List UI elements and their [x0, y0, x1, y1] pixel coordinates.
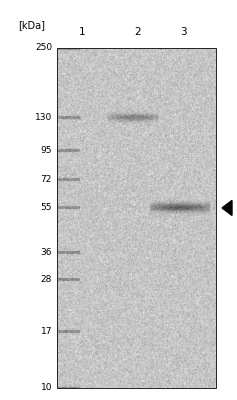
- Text: 55: 55: [41, 204, 52, 212]
- Text: 130: 130: [35, 112, 52, 122]
- Text: [kDa]: [kDa]: [18, 20, 45, 30]
- Text: 1: 1: [79, 27, 85, 37]
- Text: 250: 250: [35, 44, 52, 52]
- Text: 2: 2: [135, 27, 141, 37]
- Text: 10: 10: [41, 384, 52, 392]
- Text: 17: 17: [41, 328, 52, 336]
- Text: 95: 95: [41, 146, 52, 155]
- Bar: [57, 48, 216, 388]
- Polygon shape: [222, 200, 232, 216]
- Text: 3: 3: [180, 27, 186, 37]
- Text: 28: 28: [41, 275, 52, 284]
- Text: 36: 36: [41, 248, 52, 257]
- Text: 72: 72: [41, 175, 52, 184]
